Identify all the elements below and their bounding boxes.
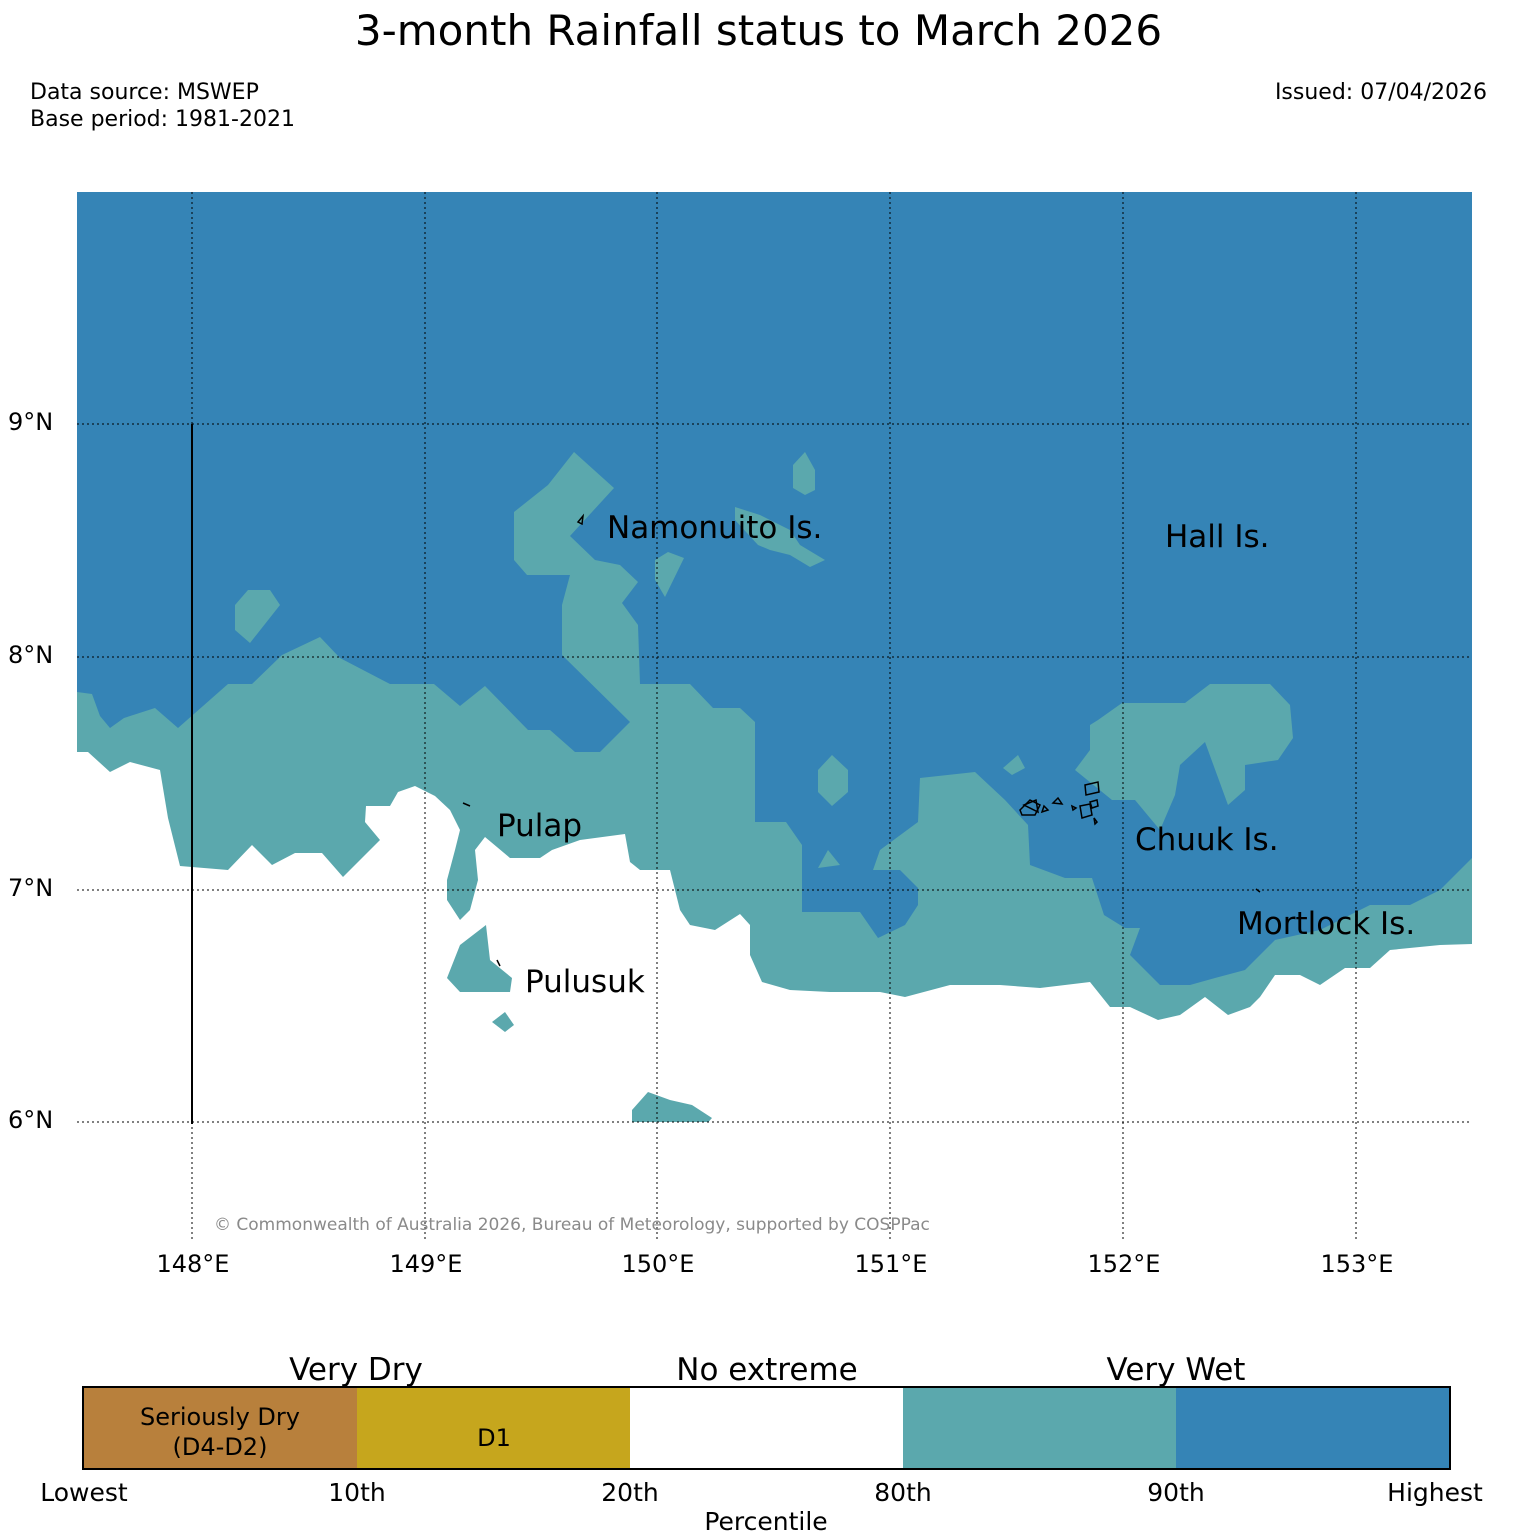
legend-tick-10th: 10th — [328, 1478, 386, 1507]
legend-category-very-dry: Very Dry — [289, 1352, 423, 1388]
lat-label-8n: 8°N — [8, 641, 54, 669]
rainfall-map — [77, 192, 1472, 1240]
lon-label-153e: 153°E — [1320, 1250, 1394, 1278]
copyright-notice: © Commonwealth of Australia 2026, Bureau… — [214, 1215, 930, 1235]
legend-tick-lowest: Lowest — [40, 1478, 128, 1507]
legend-category-very-wet: Very Wet — [1106, 1352, 1246, 1388]
legend-box-wet-80-90 — [903, 1386, 1177, 1470]
legend-category-no-extreme: No extreme — [676, 1352, 858, 1388]
wet-80-90-patch — [492, 1012, 514, 1032]
wet-80-90-patch — [735, 507, 825, 567]
place-label-hall: Hall Is. — [1165, 519, 1270, 555]
lon-label-151e: 151°E — [854, 1250, 928, 1278]
place-label-chuuk: Chuuk Is. — [1135, 822, 1279, 858]
legend-label-d1: D1 — [477, 1424, 511, 1452]
legend-axis-label: Percentile — [704, 1507, 828, 1536]
legend-box-wet-90-plus — [1176, 1386, 1451, 1470]
wet-80-90-patch — [793, 452, 815, 495]
wet-80-90-patch — [632, 1092, 712, 1122]
legend-box-seriously-dry — [82, 1386, 358, 1470]
legend-tick-20th: 20th — [601, 1478, 659, 1507]
lon-label-150e: 150°E — [621, 1250, 695, 1278]
legend-box-no-extreme — [630, 1386, 904, 1470]
base-period: Base period: 1981-2021 — [30, 107, 295, 132]
lon-label-148e: 148°E — [156, 1250, 230, 1278]
lat-label-7n: 7°N — [8, 874, 54, 902]
legend-tick-80th: 80th — [874, 1478, 932, 1507]
wet-80-90-patch — [1003, 755, 1025, 775]
lat-label-6n: 6°N — [8, 1106, 54, 1134]
legend-label-seriously-dry: Seriously Dry — [140, 1403, 300, 1431]
wet-80-90-patch — [655, 552, 684, 597]
data-source: Data source: MSWEP — [30, 80, 259, 105]
wet-80-90-patch — [818, 850, 840, 868]
legend-label-d4-d2: (D4-D2) — [172, 1433, 268, 1461]
map-title: 3-month Rainfall status to March 2026 — [354, 6, 1163, 55]
wet-80-90-patch — [818, 755, 848, 806]
issued-date: Issued: 07/04/2026 — [1274, 80, 1487, 105]
legend-box-d1 — [357, 1386, 631, 1470]
lat-label-9n: 9°N — [8, 408, 54, 436]
place-label-mortlock: Mortlock Is. — [1237, 906, 1416, 942]
legend-tick-90th: 90th — [1147, 1478, 1205, 1507]
place-label-pulusuk: Pulusuk — [525, 964, 645, 1000]
place-label-namonuito: Namonuito Is. — [607, 510, 823, 546]
wet-80-90-patch — [1075, 684, 1293, 830]
no-extreme-region — [77, 752, 1472, 1122]
wet-80-90-patch — [235, 590, 280, 643]
wet-80-90-patch — [447, 925, 512, 992]
lon-label-149e: 149°E — [389, 1250, 463, 1278]
island-outlines — [462, 513, 1261, 967]
lon-label-152e: 152°E — [1087, 1250, 1161, 1278]
place-label-pulap: Pulap — [497, 808, 583, 844]
legend-tick-highest: Highest — [1387, 1478, 1483, 1507]
